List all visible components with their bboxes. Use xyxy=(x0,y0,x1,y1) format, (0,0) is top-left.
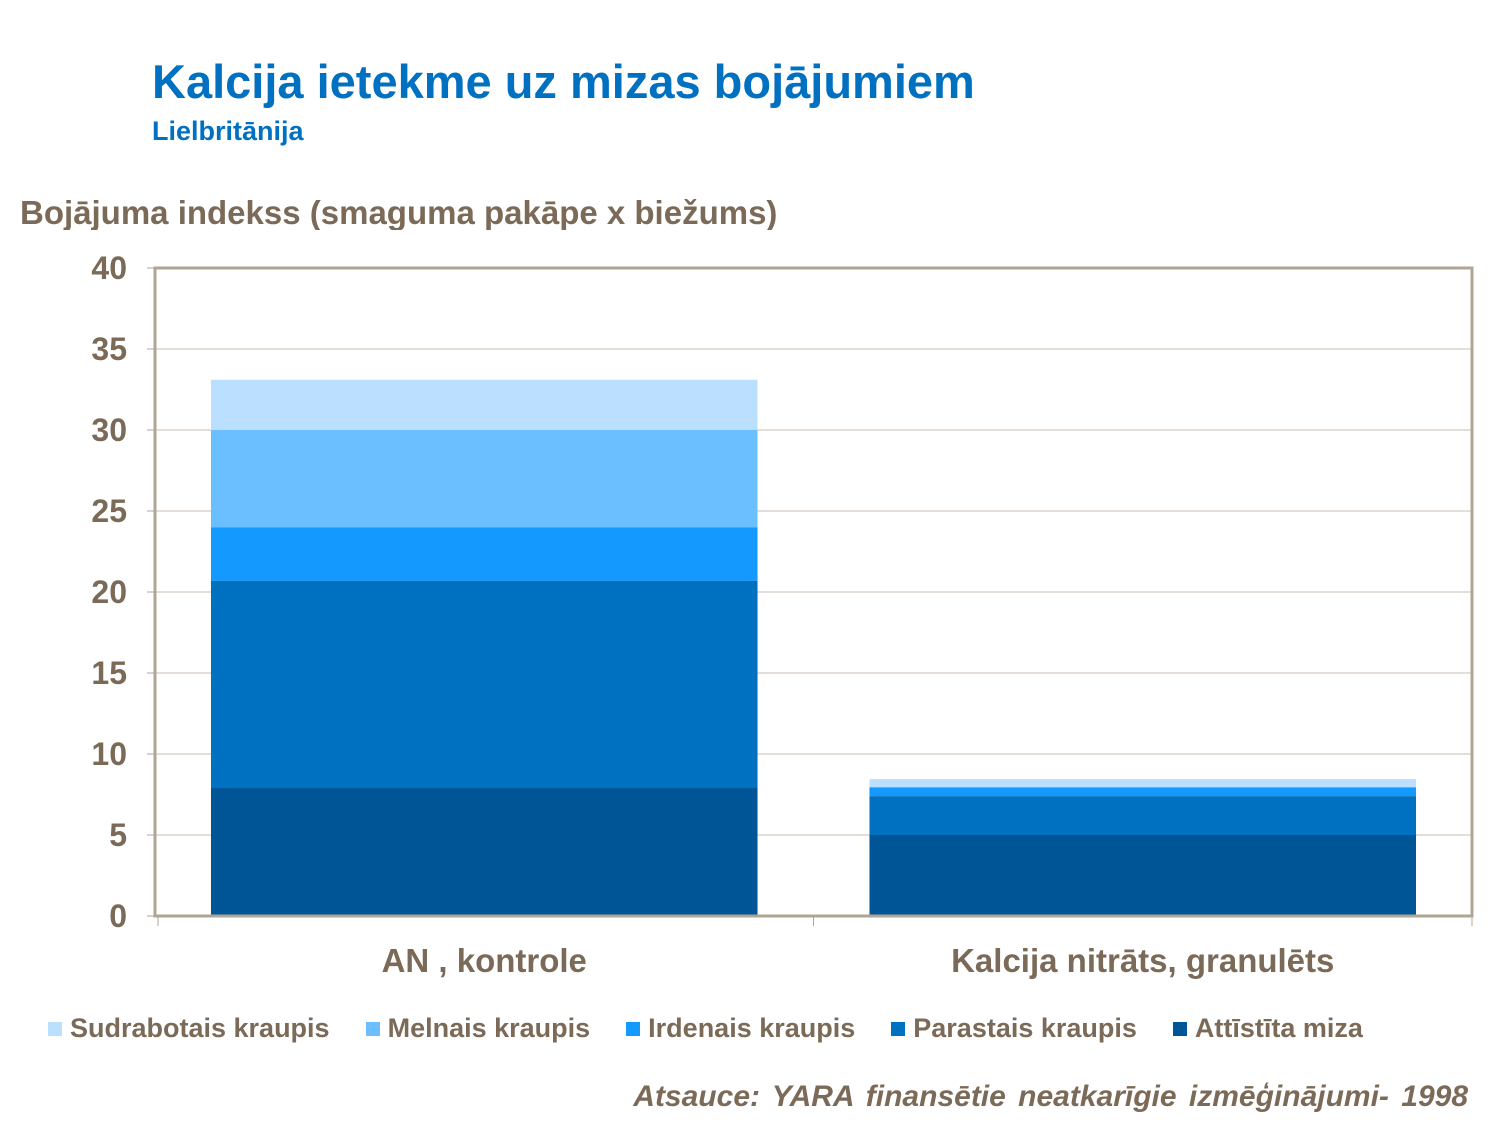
y-tick-label: 5 xyxy=(109,817,127,853)
legend-swatch xyxy=(1172,1021,1187,1036)
x-tick-label: AN , kontrole xyxy=(382,942,587,979)
bar-segment xyxy=(869,835,1417,916)
legend-label: Parastais kraupis xyxy=(913,1013,1137,1043)
legend-item: Parastais kraupis xyxy=(891,1013,1137,1044)
legend-item: Irdenais kraupis xyxy=(626,1013,855,1044)
legend-item: Sudrabotais kraupis xyxy=(48,1013,330,1044)
bar-segment xyxy=(210,580,758,789)
legend-label: Melnais kraupis xyxy=(387,1013,591,1043)
y-tick-label: 35 xyxy=(91,331,127,367)
bar-segment xyxy=(210,788,758,916)
plot-frame xyxy=(153,266,1474,918)
x-tick-label: Kalcija nitrāts, granulēts xyxy=(951,942,1334,979)
bar-segment xyxy=(210,430,758,528)
chart-subtitle: Lielbritānija xyxy=(152,116,304,146)
legend-swatch xyxy=(891,1021,906,1036)
y-tick-label: 40 xyxy=(91,250,127,286)
y-tick-label: 0 xyxy=(109,898,127,934)
bar-segment xyxy=(210,527,758,581)
legend-label: Sudrabotais kraupis xyxy=(70,1013,330,1043)
y-tick-label: 25 xyxy=(91,493,127,529)
legend-swatch xyxy=(626,1021,641,1036)
y-axis-label: Bojājuma indekss (smaguma pakāpe x biežu… xyxy=(20,194,778,230)
y-tick-label: 20 xyxy=(91,574,127,610)
y-tick-label: 10 xyxy=(91,736,127,772)
legend-swatch xyxy=(365,1021,380,1036)
bar-segment xyxy=(869,796,1417,835)
legend: Sudrabotais kraupis Melnais kraupis Irdena… xyxy=(48,1013,1399,1044)
y-tick-label: 30 xyxy=(91,412,127,448)
legend-item: Melnais kraupis xyxy=(365,1013,591,1044)
chart-title: Kalcija ietekme uz mizas bojājumiem xyxy=(152,55,975,108)
bar-segment xyxy=(869,787,1417,797)
legend-item: Attīstīta miza xyxy=(1172,1013,1363,1044)
legend-swatch xyxy=(48,1021,62,1036)
y-tick-label: 15 xyxy=(91,655,127,691)
bar-segment xyxy=(869,779,1417,788)
legend-label: Irdenais kraupis xyxy=(648,1013,856,1043)
legend-label: Attīstīta miza xyxy=(1194,1013,1363,1043)
bar-segment xyxy=(210,379,758,430)
source-note: Atsauce: YARA finansētie neatkarīgie izm… xyxy=(633,1080,1468,1113)
chart-plot: 0 5 10 15 20 25 30 35 40 AN , kontrole Kalcija nit… xyxy=(91,250,1474,979)
